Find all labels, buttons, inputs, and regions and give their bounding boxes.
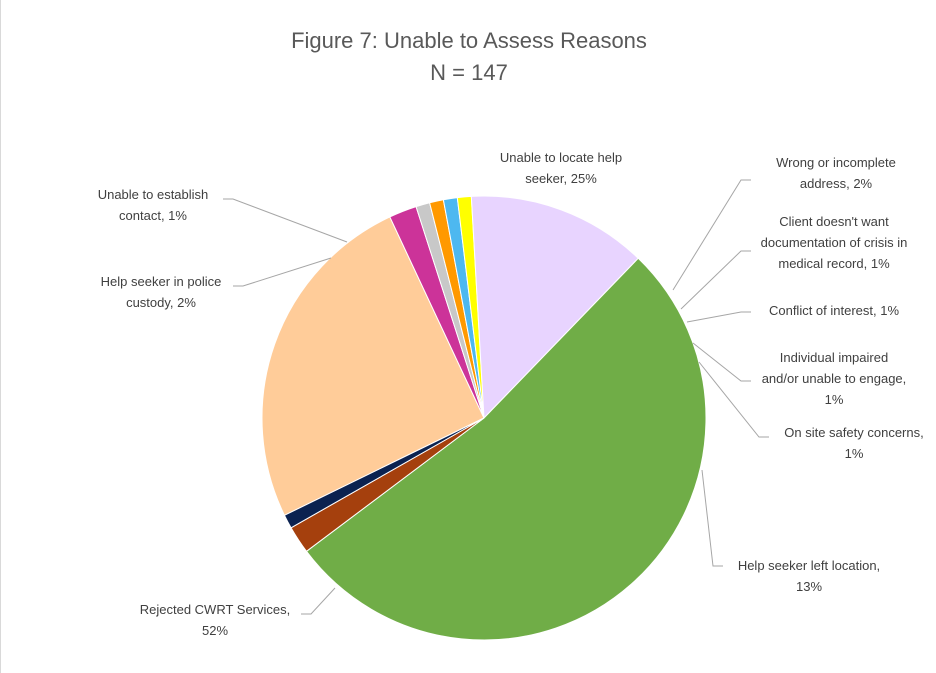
leader-line-9	[223, 198, 348, 243]
leader-line-5	[698, 361, 769, 438]
data-label-4: Individual impaired and/or unable to enga…	[762, 350, 907, 407]
data-label-9: Unable to establish contact, 1%	[98, 187, 209, 223]
leader-line-2	[680, 250, 751, 310]
leader-line-1	[672, 179, 751, 291]
leader-line-8	[233, 257, 332, 287]
data-label-6: Help seeker left location, 13%	[738, 558, 880, 594]
leader-line-4	[692, 342, 751, 382]
data-label-3: Conflict of interest, 1%	[769, 303, 899, 318]
pie-slice-0	[261, 216, 485, 516]
data-label-5: On site safety concerns, 1%	[784, 425, 923, 461]
leader-line-7	[301, 587, 336, 615]
data-label-2: Client doesn't want documentation of cris…	[761, 214, 908, 271]
pie-slice-7	[305, 257, 707, 641]
pie-slice-6	[470, 195, 639, 420]
chart-title: Figure 7: Unable to Assess Reasons	[291, 28, 647, 53]
leader-line-6	[701, 469, 723, 567]
data-label-7: Rejected CWRT Services, 52%	[140, 602, 291, 638]
pie-slice-9	[283, 417, 485, 529]
data-label-8: Help seeker in police custody, 2%	[101, 274, 222, 310]
chart-subtitle: N = 147	[430, 60, 508, 85]
data-label-0: Unable to locate help seeker, 25%	[500, 150, 622, 186]
data-label-1: Wrong or incomplete address, 2%	[776, 155, 896, 191]
leader-line-3	[686, 311, 751, 323]
